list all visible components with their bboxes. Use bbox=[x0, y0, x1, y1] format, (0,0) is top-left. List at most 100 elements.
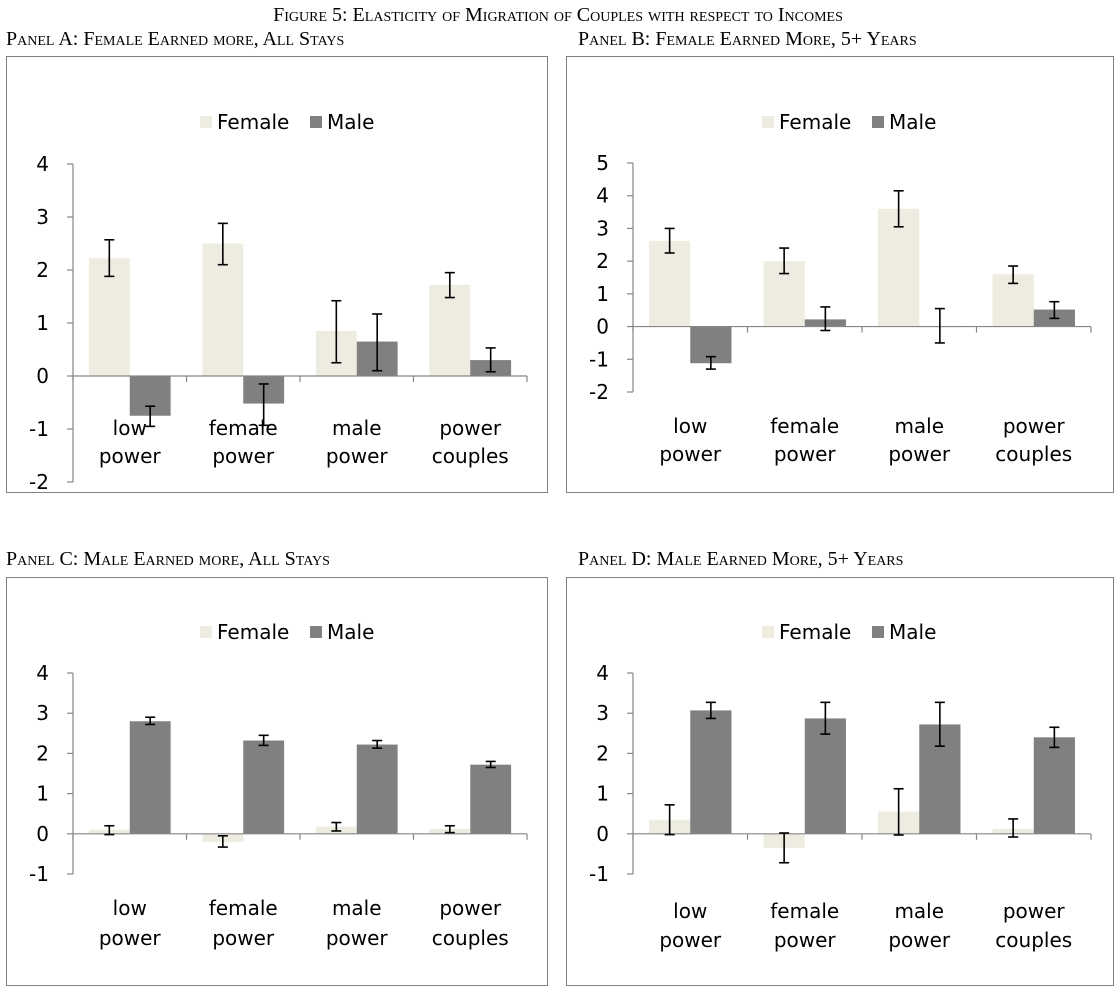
panel-c-y-tick-label: -1 bbox=[29, 862, 49, 886]
panel-d-category-label-line1: power bbox=[1003, 899, 1066, 923]
chart-svg: Female Male -2 -1 0 1 2 3 4 5 low power female power m… bbox=[589, 110, 1092, 466]
panel-d-category-label-line2: power bbox=[659, 928, 722, 952]
panel-a-error-bar-female bbox=[217, 222, 228, 266]
panel-a-y-tick-label: 3 bbox=[36, 205, 49, 229]
panel-c-category-label-line1: power bbox=[439, 896, 502, 920]
panel-d-legend-label-male: Male bbox=[889, 620, 936, 644]
panel-c-chart: Female Male -1 0 1 2 3 4 low power female power male… bbox=[6, 577, 548, 986]
panel-a-y-tick-label: 0 bbox=[36, 364, 49, 388]
panel-b-error-bar-female bbox=[779, 247, 790, 275]
panel-c-legend-swatch-male bbox=[310, 626, 322, 638]
panel-a-y-tick-label: -1 bbox=[29, 417, 49, 441]
panel-a-category-label-line2: power bbox=[99, 444, 162, 468]
panel-d-error-bar-male bbox=[934, 701, 945, 747]
panel-c-category-label-line2: power bbox=[99, 926, 162, 950]
panel-c-error-bar-male bbox=[485, 760, 496, 769]
panel-b-category-label-line1: low bbox=[673, 414, 707, 438]
panel-a-error-bar-male bbox=[372, 313, 383, 372]
panel-b-error-bar-female bbox=[1008, 265, 1019, 285]
panel-a-error-bar-male bbox=[485, 347, 496, 373]
panel-c-legend-label-male: Male bbox=[327, 620, 374, 644]
panel-d-bar-male bbox=[690, 710, 732, 834]
chart-svg: Female Male -1 0 1 2 3 4 low power female power male… bbox=[589, 620, 1092, 952]
panel-c-error-bar-female bbox=[217, 835, 228, 848]
panel-c-legend: Female Male bbox=[200, 620, 374, 644]
panel-d-bar-male bbox=[1033, 737, 1075, 834]
chart-svg: Female Male -1 0 1 2 3 4 low power female power male… bbox=[29, 620, 528, 950]
panel-d-category-label-line1: low bbox=[673, 899, 707, 923]
panel-b-error-bar-male bbox=[1049, 300, 1060, 320]
panel-b-y-tick-label: 3 bbox=[596, 216, 609, 240]
panel-b-error-bar-female bbox=[893, 190, 904, 228]
panel-b-category-label-line2: power bbox=[659, 442, 722, 466]
panel-d-category-label-line1: female bbox=[770, 899, 839, 923]
panel-d-title: Panel D: Male Earned More, 5+ Years bbox=[578, 548, 904, 570]
panel-b-bar-female bbox=[649, 240, 691, 327]
panel-d-y-tick-label: 4 bbox=[596, 661, 609, 685]
panel-b-y-tick-label: 1 bbox=[596, 282, 609, 306]
panel-a-error-bar-male bbox=[258, 383, 269, 427]
panel-c-error-bar-female bbox=[104, 824, 115, 836]
panel-a-legend-label-male: Male bbox=[327, 110, 374, 134]
panel-a-legend-swatch-male bbox=[310, 116, 322, 128]
panel-c-error-bar-female bbox=[331, 821, 342, 832]
panel-b-y-tick-label: 0 bbox=[596, 315, 609, 339]
panel-c-error-bar-male bbox=[145, 716, 156, 726]
panel-a-error-bar-female bbox=[104, 238, 115, 278]
panel-a-category-label-line1: power bbox=[439, 416, 502, 440]
panel-a-bar-female bbox=[88, 258, 130, 376]
panel-d-category-label-line2: power bbox=[888, 928, 951, 952]
panel-c-legend-swatch-female bbox=[200, 626, 212, 638]
panel-d-error-bar-female bbox=[664, 804, 675, 836]
panel-d-y-tick-label: 0 bbox=[596, 822, 609, 846]
panel-a-bar-female bbox=[202, 243, 244, 376]
panel-c-y-tick-label: 1 bbox=[36, 782, 49, 806]
panel-d-error-bar-male bbox=[820, 701, 831, 735]
panel-c-category-label-line2: power bbox=[326, 926, 389, 950]
chart-svg: Female Male -2 -1 0 1 2 3 4 low power female power ma… bbox=[29, 110, 528, 492]
panel-d-error-bar-male bbox=[1049, 726, 1060, 749]
panel-c-error-bar-male bbox=[372, 739, 383, 749]
panel-a-error-bar-female bbox=[444, 271, 455, 299]
panel-b-legend-label-female: Female bbox=[779, 110, 851, 134]
panel-a-error-bar-female bbox=[331, 299, 342, 364]
panel-b-chart: Female Male -2 -1 0 1 2 3 4 5 low power female power m… bbox=[566, 56, 1114, 493]
panel-d-legend-label-female: Female bbox=[779, 620, 851, 644]
panel-c-category-label-line1: female bbox=[209, 896, 278, 920]
panel-a-y-tick-label: -2 bbox=[29, 470, 49, 492]
panel-d-legend-swatch-female bbox=[762, 626, 774, 638]
panel-b-y-tick-label: 5 bbox=[596, 151, 609, 175]
panel-d-category-label-line2: couples bbox=[995, 928, 1072, 952]
panel-c-legend-label-female: Female bbox=[217, 620, 289, 644]
panel-d-error-bar-male bbox=[705, 701, 716, 720]
panel-b-error-bar-female bbox=[664, 227, 675, 254]
panel-b-y-tick-label: 4 bbox=[596, 184, 609, 208]
figure-title: Figure 5: Elasticity of Migration of Cou… bbox=[273, 4, 843, 26]
panel-a-category-label-line2: power bbox=[326, 444, 389, 468]
panel-d-error-bar-female bbox=[1008, 818, 1019, 838]
panel-c-error-bar-male bbox=[258, 734, 269, 747]
panel-a-y-tick-label: 4 bbox=[36, 152, 49, 176]
panel-d-y-tick-label: 3 bbox=[596, 701, 609, 725]
panel-a-category-label-line1: female bbox=[209, 416, 278, 440]
panel-a-legend-swatch-female bbox=[200, 116, 212, 128]
panel-b-legend-swatch-male bbox=[872, 116, 884, 128]
panel-b-category-label-line2: power bbox=[888, 442, 951, 466]
panel-a-category-label-line1: male bbox=[332, 416, 382, 440]
panel-c-y-tick-label: 0 bbox=[36, 822, 49, 846]
panel-d-legend-swatch-male bbox=[872, 626, 884, 638]
panel-d-bar-male bbox=[804, 718, 846, 834]
panel-a-category-label-line2: couples bbox=[432, 444, 509, 468]
panel-b-category-label-line2: couples bbox=[995, 442, 1072, 466]
panel-d-y-tick-label: 2 bbox=[596, 741, 609, 765]
panel-a-bar-female bbox=[429, 284, 471, 376]
panel-c-category-label-line1: low bbox=[113, 896, 147, 920]
panel-a-title: Panel A: Female Earned more, All Stays bbox=[6, 28, 345, 50]
panel-b-legend: Female Male bbox=[762, 110, 936, 134]
panel-a-y-tick-label: 2 bbox=[36, 258, 49, 282]
panel-c-category-label-line2: couples bbox=[432, 926, 509, 950]
panel-b-error-bar-male bbox=[820, 306, 831, 332]
panel-b-category-label-line1: power bbox=[1003, 414, 1066, 438]
panel-a-chart: Female Male -2 -1 0 1 2 3 4 low power female power ma… bbox=[6, 56, 548, 493]
panel-d-y-tick-label: 1 bbox=[596, 782, 609, 806]
